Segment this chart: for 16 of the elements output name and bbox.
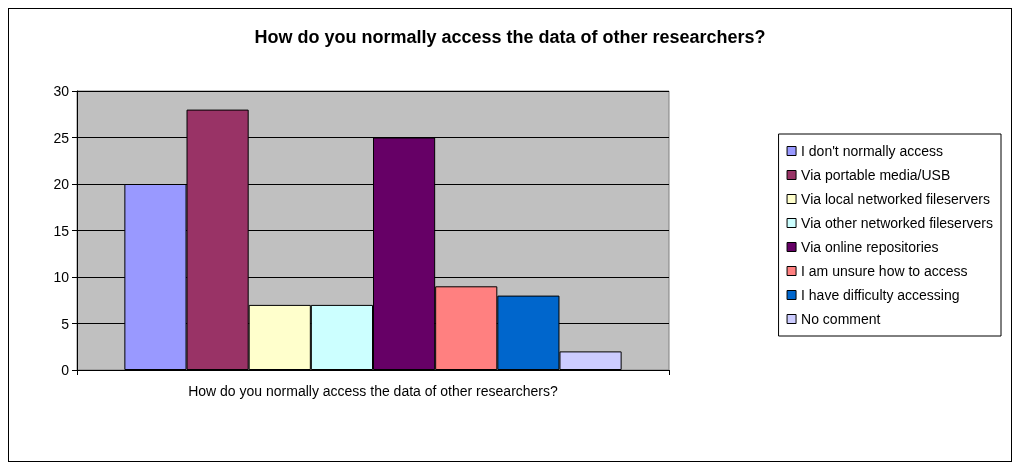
legend-label: Via local networked fileservers [801,191,990,207]
legend-label: No comment [801,311,881,327]
legend-label: I have difficulty accessing [801,287,960,303]
legend-label: Via other networked fileservers [801,215,994,231]
legend-label: I am unsure how to access [801,263,968,279]
y-tick-label: 25 [53,129,70,146]
y-tick-label: 0 [61,362,70,378]
chart-title: How do you normally access the data of other researchers? [254,27,766,47]
y-tick-label: 15 [53,222,70,239]
y-tick-label: 20 [53,176,70,192]
legend-label: I don't normally access [801,143,944,159]
y-tick-label: 10 [53,269,70,285]
y-tick-label: 5 [61,315,70,332]
y-tick-label: 30 [53,83,70,99]
legend-label: Via online repositories [801,239,939,255]
legend-label: Via portable media/USB [801,167,951,183]
